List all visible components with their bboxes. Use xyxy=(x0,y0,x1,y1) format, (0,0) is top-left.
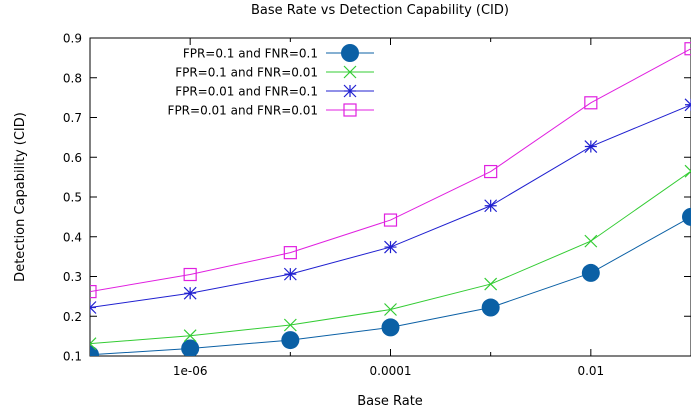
x-tick-label: 0.0001 xyxy=(370,364,412,378)
data-point xyxy=(90,345,99,356)
legend-marker xyxy=(343,84,357,98)
legend-label: FPR=0.1 and FNR=0.1 xyxy=(183,47,318,61)
y-tick-label: 0.8 xyxy=(63,71,82,85)
data-point xyxy=(90,285,97,299)
data-point xyxy=(682,207,691,226)
data-point xyxy=(90,337,97,351)
x-axis-label: Base Rate xyxy=(357,394,423,409)
legend-marker xyxy=(343,65,357,79)
data-point xyxy=(183,329,197,343)
data-point xyxy=(381,318,400,337)
legend-label: FPR=0.01 and FNR=0.1 xyxy=(175,85,318,99)
data-point xyxy=(383,213,398,227)
y-tick-label: 0.7 xyxy=(63,111,82,125)
series-line xyxy=(90,170,691,345)
data-point xyxy=(283,267,297,281)
y-tick-label: 0.6 xyxy=(63,151,82,165)
series-line xyxy=(90,48,691,293)
series-1 xyxy=(90,207,691,356)
data-point xyxy=(183,286,197,300)
series-4 xyxy=(90,42,691,299)
legend-marker xyxy=(341,44,359,62)
data-point xyxy=(584,96,598,110)
legend: FPR=0.1 and FNR=0.1 FPR=0.1 and FNR=0.01 F… xyxy=(168,44,374,118)
legend-label: FPR=0.01 and FNR=0.01 xyxy=(168,104,318,118)
y-tick-label: 0.3 xyxy=(63,270,82,284)
chart-title: Base Rate vs Detection Capability (CID) xyxy=(251,3,509,18)
data-point xyxy=(384,240,397,254)
y-tick-label: 0.2 xyxy=(63,310,82,324)
data-point xyxy=(484,277,498,291)
data-point xyxy=(384,303,397,316)
series-line xyxy=(90,104,691,308)
y-tick-label: 0.4 xyxy=(63,230,82,244)
data-point xyxy=(481,298,500,317)
data-point xyxy=(684,164,691,178)
axes: 0.1 0.2 0.3 0.4 0.5 0.6 0.7 0.8 0.9 1e-06 0.0001 0.… xyxy=(63,32,691,378)
x-tick-label: 1e-06 xyxy=(173,364,208,378)
data-point xyxy=(684,98,691,112)
data-point xyxy=(283,246,297,260)
data-point xyxy=(581,263,600,282)
y-tick-label: 0.9 xyxy=(63,32,82,46)
y-tick-label: 0.5 xyxy=(63,191,82,205)
y-tick-label: 0.1 xyxy=(63,350,82,364)
data-point xyxy=(181,339,200,356)
series-3 xyxy=(90,98,691,314)
legend-label: FPR=0.1 and FNR=0.01 xyxy=(175,66,318,80)
data-point xyxy=(584,234,598,248)
data-point xyxy=(484,164,498,179)
data-point xyxy=(90,301,97,314)
data-point xyxy=(684,42,691,56)
series-2 xyxy=(90,164,691,351)
data-point xyxy=(584,140,598,153)
x-tick-label: 0.01 xyxy=(577,364,604,378)
y-axis-label: Detection Capability (CID) xyxy=(13,112,28,282)
series-layer xyxy=(90,42,691,356)
data-point xyxy=(183,267,197,282)
data-point xyxy=(283,318,297,332)
legend-marker xyxy=(343,103,357,117)
data-point xyxy=(281,331,300,350)
data-point xyxy=(484,199,498,213)
